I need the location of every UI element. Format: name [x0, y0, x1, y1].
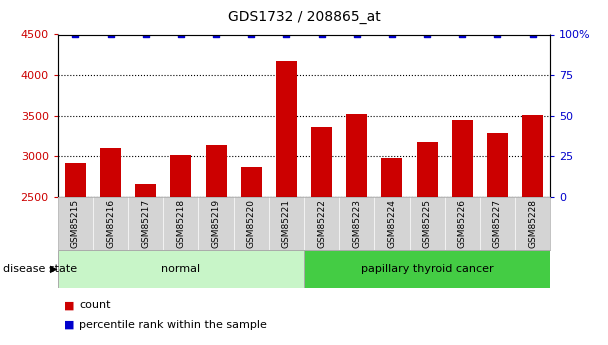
Bar: [100, 148, 121, 197]
Bar: [304, 250, 550, 288]
Text: GSM85217: GSM85217: [141, 199, 150, 248]
Bar: [241, 167, 262, 197]
Point: [352, 32, 362, 37]
Text: GSM85218: GSM85218: [176, 199, 185, 248]
Text: normal: normal: [161, 264, 201, 274]
Point: [211, 32, 221, 37]
Text: ■: ■: [64, 300, 74, 310]
Text: GSM85219: GSM85219: [212, 199, 221, 248]
Bar: [522, 115, 543, 197]
Point: [106, 32, 116, 37]
Bar: [452, 120, 473, 197]
Point: [492, 32, 502, 37]
Bar: [170, 155, 192, 197]
Point: [71, 32, 80, 37]
Text: papillary thyroid cancer: papillary thyroid cancer: [361, 264, 494, 274]
Text: GSM85223: GSM85223: [352, 199, 361, 248]
Text: percentile rank within the sample: percentile rank within the sample: [79, 320, 267, 330]
Text: GSM85224: GSM85224: [387, 199, 396, 248]
Text: ▶: ▶: [50, 264, 58, 274]
Text: GSM85215: GSM85215: [71, 199, 80, 248]
Text: GDS1732 / 208865_at: GDS1732 / 208865_at: [227, 10, 381, 24]
Bar: [346, 114, 367, 197]
Bar: [487, 132, 508, 197]
Bar: [381, 158, 402, 197]
Point: [422, 32, 432, 37]
Bar: [65, 162, 86, 197]
Point: [457, 32, 467, 37]
Point: [141, 32, 151, 37]
Bar: [311, 127, 332, 197]
Text: GSM85221: GSM85221: [282, 199, 291, 248]
Bar: [276, 61, 297, 197]
Point: [176, 32, 185, 37]
Point: [246, 32, 256, 37]
Text: GSM85225: GSM85225: [423, 199, 432, 248]
Point: [282, 32, 291, 37]
Bar: [58, 250, 304, 288]
Text: GSM85228: GSM85228: [528, 199, 537, 248]
Bar: [416, 142, 438, 197]
Text: count: count: [79, 300, 111, 310]
Text: GSM85226: GSM85226: [458, 199, 467, 248]
Text: GSM85222: GSM85222: [317, 199, 326, 248]
Text: GSM85216: GSM85216: [106, 199, 115, 248]
Text: GSM85227: GSM85227: [493, 199, 502, 248]
Text: disease state: disease state: [3, 264, 77, 274]
Text: ■: ■: [64, 320, 74, 330]
Point: [387, 32, 397, 37]
Text: GSM85220: GSM85220: [247, 199, 256, 248]
Point: [317, 32, 326, 37]
Point: [528, 32, 537, 37]
Bar: [135, 185, 156, 197]
Bar: [206, 145, 227, 197]
